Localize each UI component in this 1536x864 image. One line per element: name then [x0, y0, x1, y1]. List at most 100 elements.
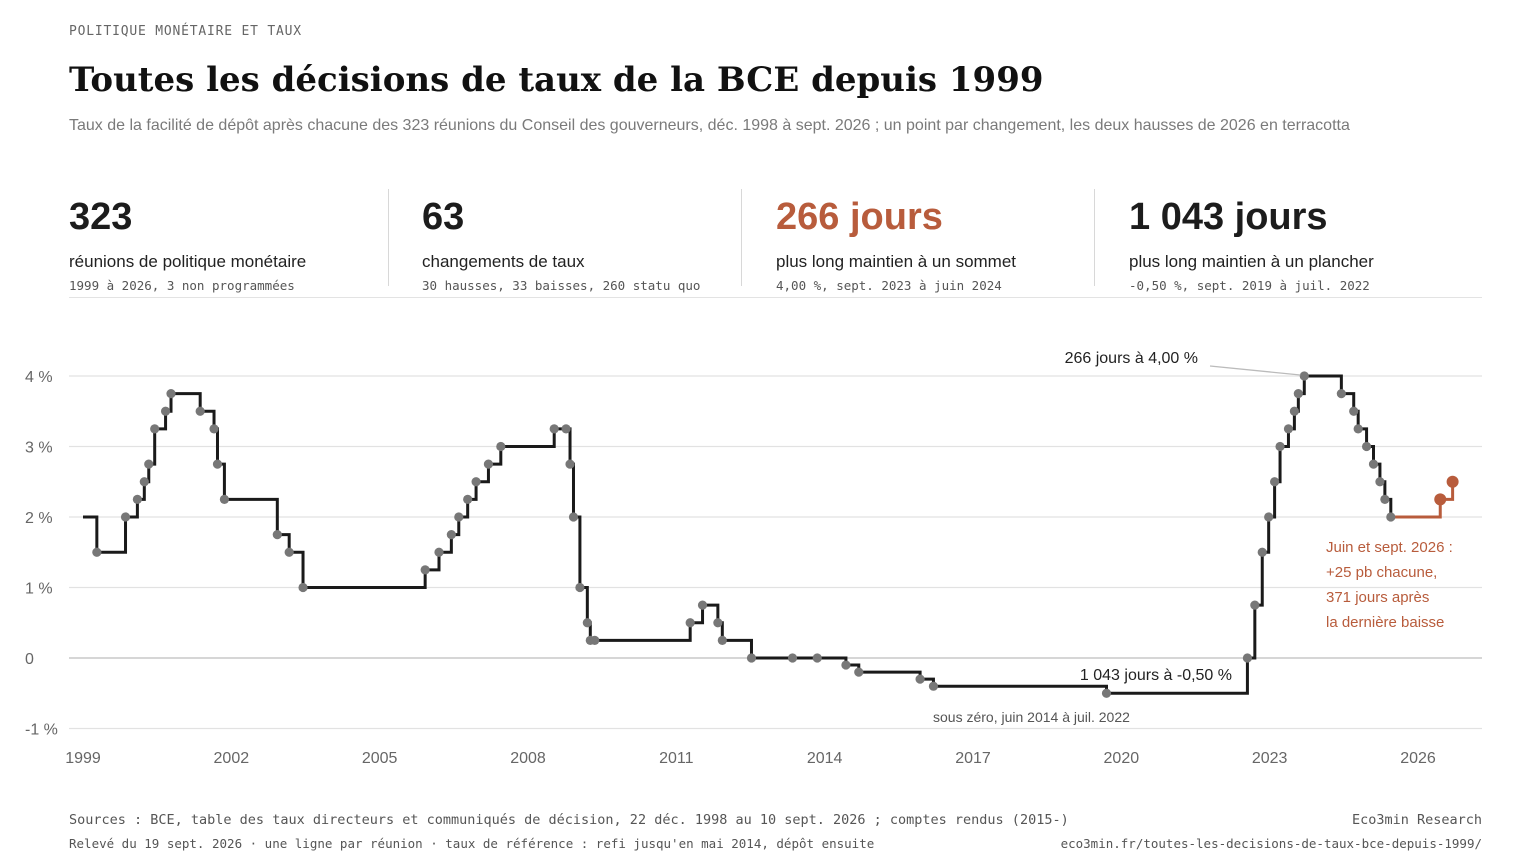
x-tick-label: 2011: [659, 750, 694, 767]
kpi-label: réunions de politique monétaire: [69, 252, 307, 271]
rate-chart: -1 % 0 1 % 2 % 3 % 4 % 1999 2002 2005 2008 2011 201…: [25, 350, 1482, 767]
footer-note: Relevé du 19 sept. 2026 · une ligne par …: [69, 836, 875, 851]
rate-change-point: [160, 406, 171, 416]
y-tick-label: 3 %: [25, 440, 53, 457]
kpi-value: 63: [422, 196, 465, 238]
rate-change-point: [132, 494, 142, 504]
y-tick-label: 2 %: [25, 510, 53, 527]
rate-change-point: [92, 547, 102, 557]
rate-change-point: [471, 477, 481, 487]
rate-change-point: [575, 582, 585, 593]
rate-change-point: [446, 530, 456, 540]
rate-change-point: [841, 660, 851, 670]
rate-change-point: [915, 674, 925, 684]
kicker: POLITIQUE MONÉTAIRE ET TAUX: [69, 24, 302, 39]
x-tick-label: 2017: [955, 750, 991, 767]
rate-change-point: [209, 424, 219, 434]
annotation-peak-hold: 266 jours à 4,00 %: [1065, 350, 1198, 367]
kpi-meetings: 323 réunions de politique monétaire 1999…: [69, 190, 409, 293]
rate-change-point: [1380, 494, 1390, 504]
rate-hike-point-2026: [1446, 475, 1459, 488]
rate-change-point: [272, 530, 282, 540]
rate-change-point: [549, 424, 559, 434]
rate-change-point: [150, 424, 160, 434]
rate-change-point: [434, 547, 444, 557]
rate-change-point: [1101, 688, 1112, 698]
y-tick-label: 0: [25, 651, 34, 668]
annotation-2026-hikes-line: la dernière baisse: [1326, 614, 1444, 631]
y-tick-label: -1 %: [25, 722, 58, 739]
rate-change-point: [1353, 424, 1363, 434]
x-tick-label: 2014: [807, 750, 843, 767]
x-tick-label: 2008: [510, 750, 546, 767]
rate-change-point: [144, 459, 154, 469]
rate-change-point: [195, 406, 205, 416]
x-tick-label: 2005: [362, 750, 398, 767]
kpi-changes: 63 changements de taux 30 hausses, 33 ba…: [422, 190, 762, 293]
rate-change-point: [565, 459, 575, 469]
page-title: Toutes les décisions de taux de la BCE d…: [69, 60, 1044, 100]
rate-change-point: [120, 512, 131, 522]
kpi-note: 30 hausses, 33 baisses, 260 statu quo: [422, 278, 701, 293]
rate-change-point: [212, 459, 223, 469]
y-tick-label: 4 %: [25, 369, 53, 386]
annotation-2026-hikes-line: 371 jours après: [1326, 589, 1429, 606]
rate-change-point: [717, 635, 727, 645]
x-tick-label: 2020: [1104, 750, 1140, 767]
rate-change-point: [1349, 406, 1359, 416]
kpi-value: 1 043 jours: [1129, 196, 1328, 238]
rate-change-point: [166, 389, 176, 399]
rate-change-point: [568, 512, 579, 522]
x-tick-label: 1999: [65, 750, 101, 767]
rate-change-point: [1375, 477, 1385, 487]
kpi-note: -0,50 %, sept. 2019 à juil. 2022: [1129, 278, 1370, 293]
rate-change-point: [420, 565, 430, 575]
rate-change-point: [284, 547, 294, 557]
footer-url[interactable]: eco3min.fr/toutes-les-decisions-de-taux-…: [1060, 836, 1482, 851]
rate-change-point: [1283, 424, 1294, 434]
rate-change-point: [1293, 389, 1303, 399]
rate-change-point: [483, 459, 494, 469]
rate-change-point: [697, 600, 708, 610]
rate-change-point: [454, 512, 464, 522]
annotation-negative-period: sous zéro, juin 2014 à juil. 2022: [933, 709, 1130, 725]
kpi-divider: [388, 189, 389, 286]
annotation-2026-hikes-line: Juin et sept. 2026 :: [1326, 539, 1453, 556]
rate-change-point: [1299, 371, 1309, 381]
rate-change-point: [1289, 406, 1299, 416]
rate-change-point: [1264, 512, 1274, 522]
rate-change-point: [219, 494, 230, 504]
subtitle: Taux de la facilité de dépôt après chacu…: [69, 117, 1350, 134]
annotation-leader-line: [1209, 365, 1301, 376]
kpi-note: 4,00 %, sept. 2023 à juin 2024: [776, 278, 1002, 293]
rate-change-point: [928, 681, 939, 691]
x-tick-label: 2002: [214, 750, 250, 767]
rate-change-point: [298, 582, 308, 593]
y-tick-label: 1 %: [25, 581, 53, 598]
rate-change-point: [812, 653, 822, 663]
rate-change-point: [713, 618, 723, 628]
kpi-peak-hold: 266 jours plus long maintien à un sommet…: [776, 190, 1116, 293]
rate-change-point: [1242, 653, 1253, 663]
rate-change-point: [561, 424, 571, 434]
rate-change-point: [590, 635, 600, 645]
rate-change-point: [1368, 459, 1379, 469]
kpi-value: 323: [69, 196, 133, 238]
kpi-value: 266 jours: [776, 196, 943, 238]
rate-change-point: [582, 618, 592, 628]
rate-change-point: [1270, 477, 1280, 487]
rate-change-point: [1257, 547, 1267, 557]
rate-change-point: [854, 667, 864, 677]
rate-change-point: [787, 653, 798, 663]
x-tick-label: 2023: [1252, 750, 1288, 767]
kpi-divider: [1094, 189, 1095, 286]
footer-brand: Eco3min Research: [1351, 812, 1482, 828]
rate-change-point: [1336, 389, 1346, 399]
kpi-label: plus long maintien à un plancher: [1129, 252, 1374, 271]
rate-hike-point-2026: [1434, 493, 1447, 506]
rate-change-point: [139, 477, 149, 487]
kpi-note: 1999 à 2026, 3 non programmées: [69, 278, 295, 293]
rate-change-point: [746, 653, 757, 663]
x-tick-label: 2026: [1400, 750, 1436, 767]
footer-sources: Sources : BCE, table des taux directeurs…: [69, 812, 1069, 828]
